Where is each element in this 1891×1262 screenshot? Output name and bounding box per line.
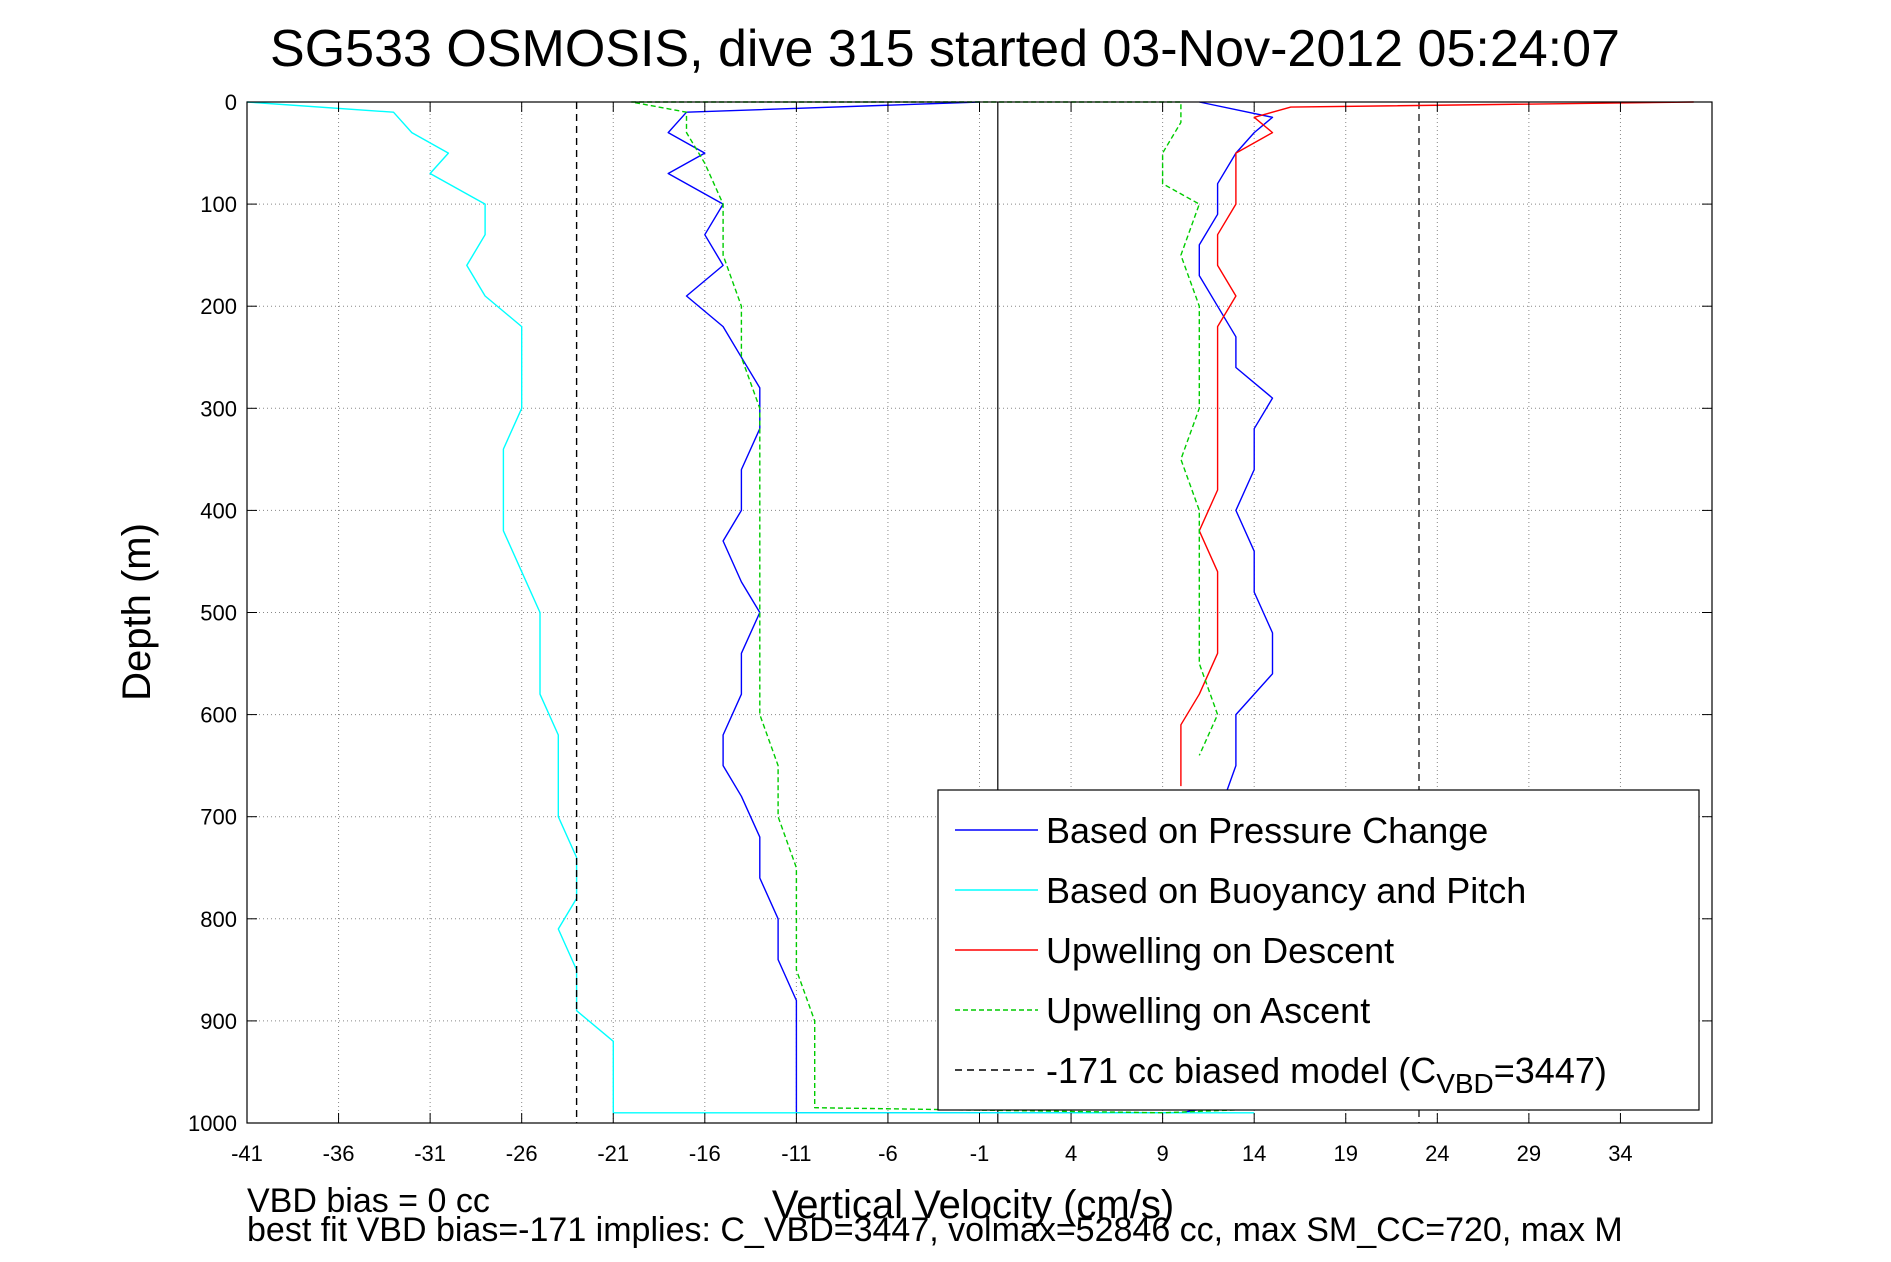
x-tick-label: -11 [781,1141,811,1166]
x-tick-label: -26 [506,1141,538,1166]
y-tick-label: 200 [200,294,237,319]
y-tick-label: 300 [200,396,237,421]
legend-label: Upwelling on Ascent [1046,990,1370,1031]
x-tick-label: -41 [231,1141,263,1166]
y-tick-label: 1000 [188,1111,237,1136]
x-axis-label: Vertical Velocity (cm/s) [772,1183,1174,1227]
x-tick-label: 9 [1157,1141,1169,1166]
legend-suffix: =3447) [1494,1050,1607,1091]
x-tick-label: 34 [1608,1141,1632,1166]
y-tick-label: 600 [200,703,237,728]
series-line-2 [1180,101,1694,787]
y-axis-label: Depth (m) [115,523,159,701]
legend-subscript: VBD [1436,1068,1494,1099]
x-tick-label: -6 [878,1141,898,1166]
y-tick-label: 700 [200,805,237,830]
x-tick-label: -36 [323,1141,355,1166]
x-tick-label: -1 [970,1141,990,1166]
y-tick-label: 500 [200,601,237,626]
legend-label: Based on Pressure Change [1046,810,1488,851]
x-tick-label: -16 [689,1141,721,1166]
legend: Based on Pressure Change Based on Buoyanc… [937,789,1700,1111]
series-lines [246,101,1694,1123]
series-line-3 [630,101,1291,1114]
y-tick-label: 900 [200,1009,237,1034]
y-tick-label: 100 [200,192,237,217]
x-tick-label: 29 [1517,1141,1541,1166]
x-ticks: -41 -36 -31 -26 -21 -16 -11 -6 -1 4 9 14 19 24 29 34 [231,102,1633,1166]
x-tick-label: -31 [414,1141,446,1166]
x-tick-label: 19 [1334,1141,1358,1166]
x-tick-label: 24 [1425,1141,1449,1166]
chart-title: SG533 OSMOSIS, dive 315 started 03-Nov-2… [270,20,1620,78]
legend-label: Upwelling on Descent [1046,930,1394,971]
legend-label: -171 cc biased model (CVBD=3447) [1046,1050,1607,1099]
legend-label: Based on Buoyancy and Pitch [1046,870,1526,911]
x-tick-label: -21 [597,1141,629,1166]
y-ticks: 0 100 200 300 400 500 600 700 800 900 1000 [188,90,1712,1136]
y-tick-label: 0 [225,90,237,115]
y-tick-label: 800 [200,907,237,932]
x-tick-label: 14 [1242,1141,1266,1166]
y-tick-label: 400 [200,498,237,523]
x-tick-label: 4 [1065,1141,1077,1166]
legend-box [937,789,1700,1111]
vbd-bias-note: VBD bias = 0 cc [247,1182,490,1220]
best-fit-note: best fit VBD bias=-171 implies: C_VBD=34… [247,1211,1623,1249]
